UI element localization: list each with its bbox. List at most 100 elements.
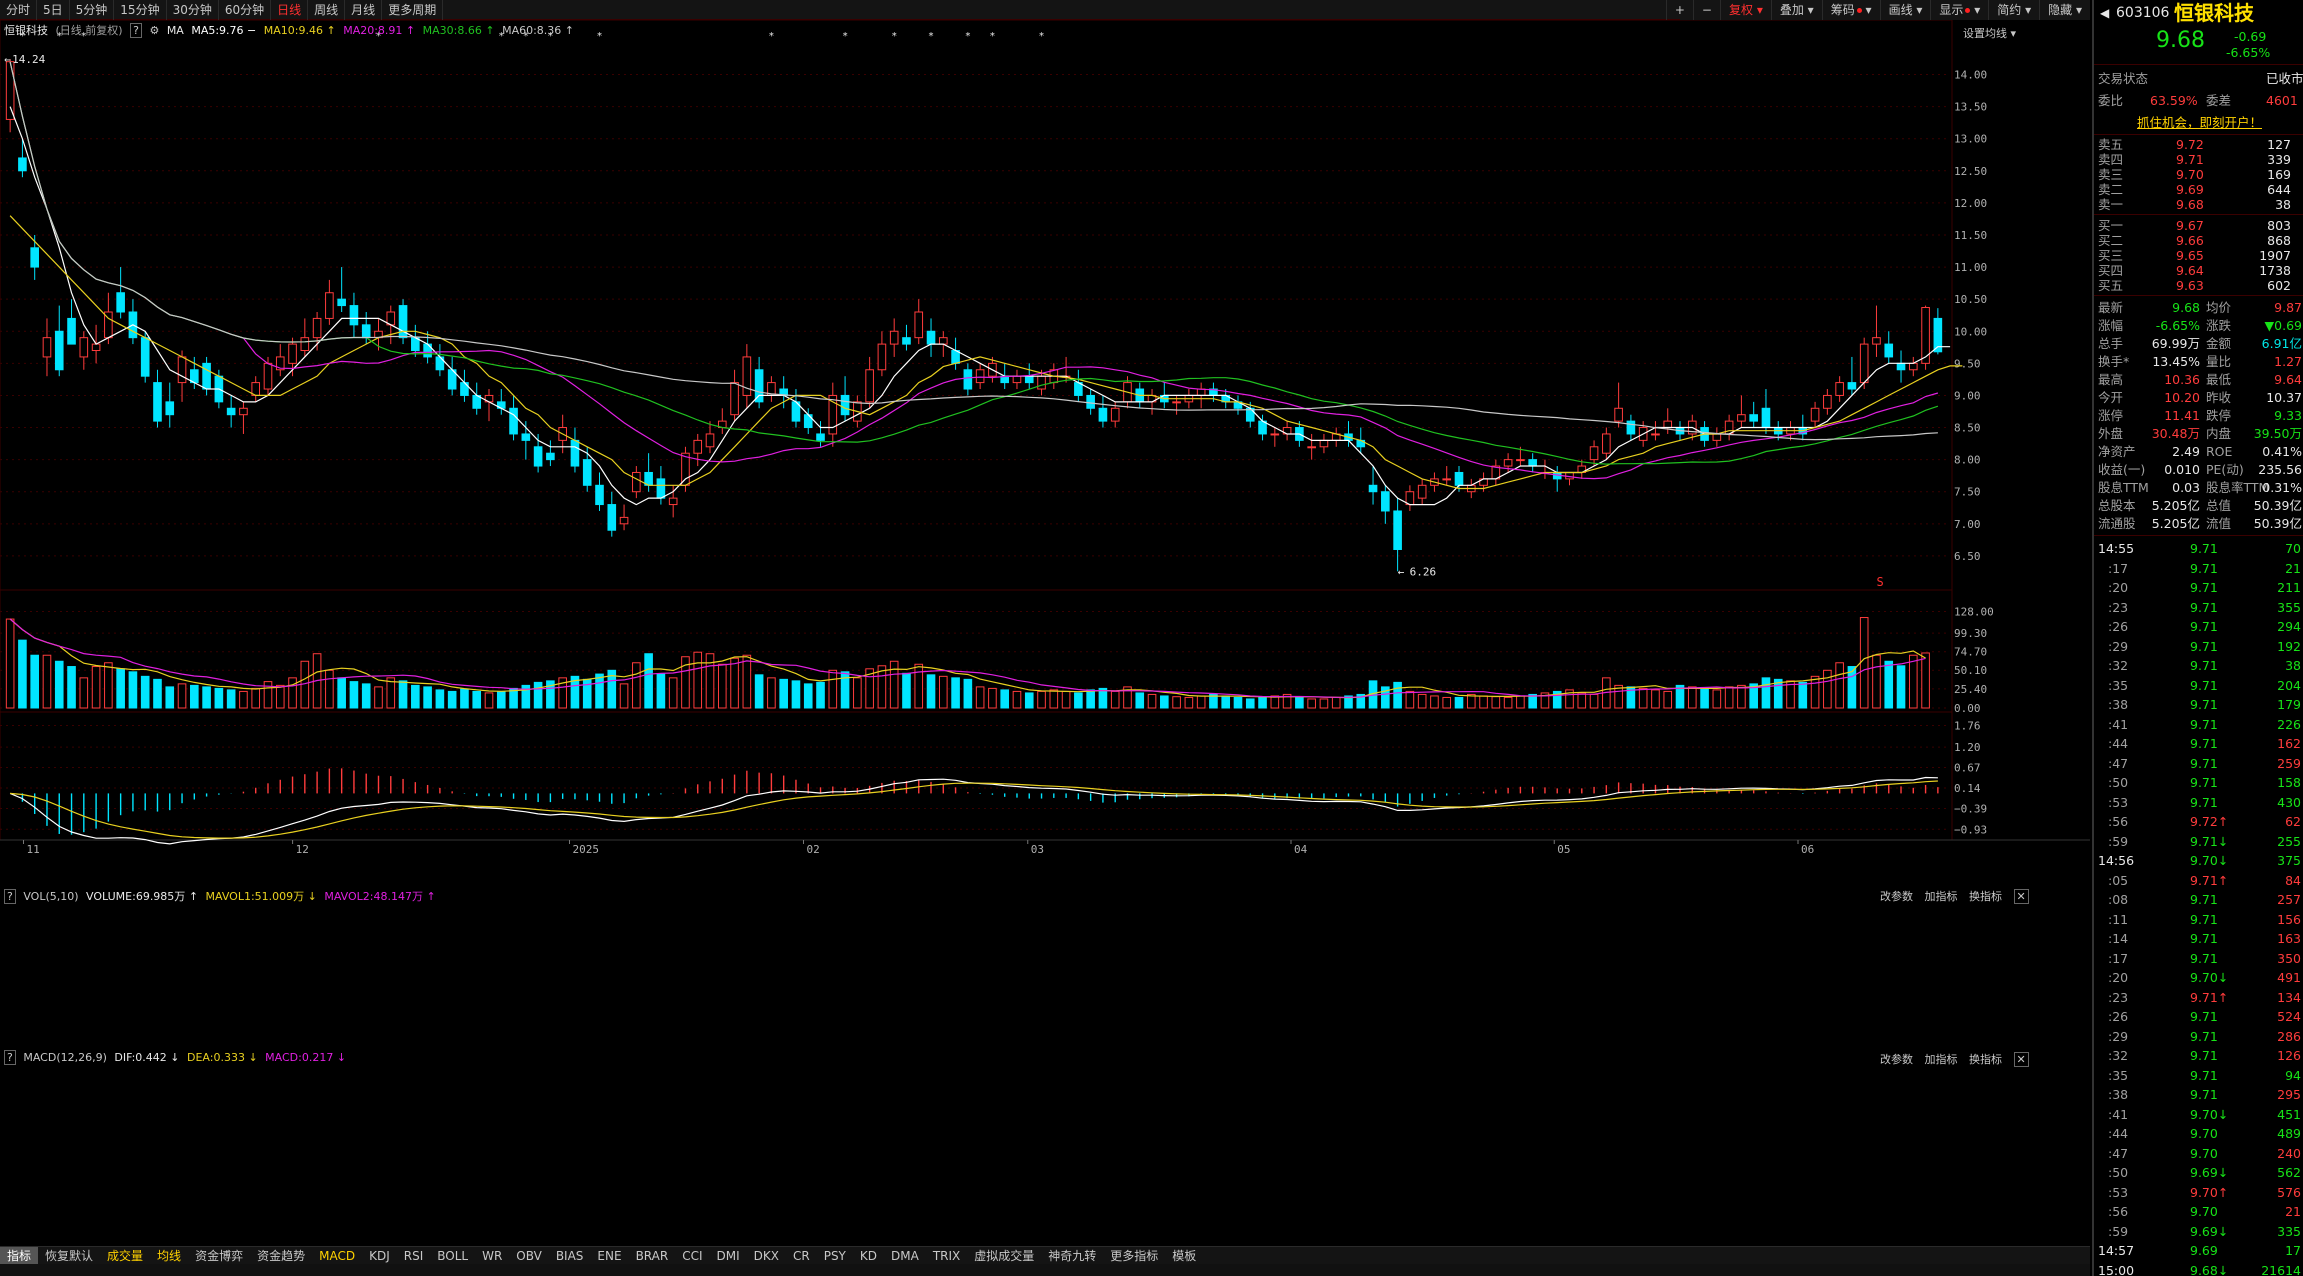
macd-edit-params-button[interactable]: 改参数 [1880, 1053, 1913, 1066]
indicator-tab-7[interactable]: KDJ [369, 1248, 390, 1263]
indicator-tab-6[interactable]: MACD [319, 1248, 356, 1263]
low-price-label: 6.26 [1410, 565, 1437, 578]
volume-bar [1786, 680, 1795, 709]
volume-bar [828, 669, 838, 709]
period-tab-3[interactable]: 15分钟 [114, 0, 167, 20]
indicator-tab-24[interactable]: 神奇九转 [1048, 1248, 1097, 1263]
indicator-tab-14[interactable]: BRAR [635, 1248, 669, 1263]
chevron-down-icon: ▾ [2072, 3, 2082, 17]
left-triangle-icon[interactable]: ◀ [2100, 6, 2110, 20]
indicator-tab-10[interactable]: WR [482, 1248, 503, 1263]
period-tab-1[interactable]: 5日 [37, 0, 70, 20]
price-tick-label: 10.00 [1954, 325, 1987, 338]
indicator-tab-16[interactable]: DMI [716, 1248, 740, 1263]
toolbar-right-button-1[interactable]: − [1692, 0, 1720, 20]
indicator-tab-1[interactable]: 恢复默认 [45, 1248, 94, 1263]
candle-body [1503, 459, 1513, 467]
toolbar-right-button-6[interactable]: 显示 ▾ [1930, 0, 1988, 20]
candle-body [165, 401, 175, 416]
toolbar-right-button-5[interactable]: 画线 ▾ [1879, 0, 1931, 20]
indicator-tab-5[interactable]: 资金趋势 [257, 1248, 306, 1263]
volume-bar [1540, 692, 1550, 709]
candle-body [18, 157, 27, 172]
indicator-tab-8[interactable]: RSI [403, 1248, 424, 1263]
macd-macd: MACD:0.217 [265, 1051, 334, 1064]
indicator-tab-11[interactable]: OBV [516, 1248, 542, 1263]
indicator-tab-3[interactable]: 均线 [157, 1248, 182, 1263]
indicator-tab-15[interactable]: CCI [682, 1248, 703, 1263]
period-tab-8[interactable]: 月线 [345, 0, 383, 20]
toolbar-right-label-1: − [1701, 3, 1712, 17]
candle-body [1872, 337, 1881, 345]
ma-settings-button[interactable]: 设置均线 ▾ [1963, 27, 2017, 40]
vol-mavol1: MAVOL1:51.009万 [205, 890, 305, 903]
volume-bar [1417, 693, 1427, 709]
tick-volume: 163 [2277, 931, 2301, 946]
toolbar-right-button-7[interactable]: 简约 ▾ [1988, 0, 2039, 20]
indicator-tab-0[interactable]: 指标 [0, 1246, 39, 1265]
tick-price: 9.71 [2190, 950, 2218, 966]
vol-edit-params-button[interactable]: 改参数 [1880, 890, 1913, 903]
tick-time: :29 [2108, 638, 2129, 654]
indicator-tab-20[interactable]: KD [859, 1248, 877, 1263]
volume-bar [1712, 689, 1722, 709]
toolbar-right-button-8[interactable]: 隐藏 ▾ [2039, 0, 2090, 20]
gear-icon[interactable]: ⚙ [149, 24, 160, 37]
mavol1-line [9, 618, 1926, 699]
indicator-tab-21[interactable]: DMA [891, 1248, 919, 1263]
toolbar-right-button-4[interactable]: 筹码 ▾ [1821, 0, 1880, 20]
bid-level-label: 买五 [2098, 278, 2124, 293]
tick-time: :05 [2108, 872, 2129, 888]
tick-volume: 335 [2277, 1223, 2301, 1239]
vol-add-indicator-button[interactable]: 加指标 [1924, 890, 1958, 903]
open-account-link[interactable]: 抓住机会，即刻开户！ [2094, 114, 2303, 131]
volume-bar [1405, 690, 1415, 709]
indicator-tab-9[interactable]: BOLL [437, 1248, 469, 1263]
period-tab-4[interactable]: 30分钟 [167, 0, 219, 20]
indicator-tab-22[interactable]: TRIX [932, 1248, 961, 1263]
indicator-tab-2[interactable]: 成交量 [107, 1248, 144, 1263]
indicator-tab-26[interactable]: 模板 [1172, 1248, 1197, 1263]
period-tab-5[interactable]: 60分钟 [219, 0, 272, 20]
ask-volume: 169 [2267, 167, 2291, 182]
period-tab-0[interactable]: 分时 [0, 0, 38, 20]
stat-value-2: 10.37 [2266, 390, 2302, 405]
toolbar-right-button-2[interactable]: 复权 ▾ [1719, 0, 1771, 20]
period-tab-7[interactable]: 周线 [308, 0, 346, 20]
vol-switch-indicator-button[interactable]: 换指标 [1969, 890, 2002, 903]
macd-switch-indicator-button[interactable]: 换指标 [1969, 1053, 2002, 1066]
toolbar-right-button-3[interactable]: 叠加 ▾ [1770, 0, 1822, 20]
bottom-scrollbar[interactable] [0, 1264, 2090, 1276]
macd-add-indicator-button[interactable]: 加指标 [1924, 1053, 1958, 1066]
vol-help-icon[interactable]: ? [4, 889, 16, 904]
volume-bar [1430, 695, 1439, 709]
macd-close-icon[interactable]: ✕ [2013, 1052, 2029, 1067]
indicator-tab-25[interactable]: 更多指标 [1110, 1248, 1159, 1263]
stat-row: 股息TTM 0.03 股息率TTM 0.31% [2094, 479, 2303, 497]
kline-chart-area[interactable]: 14.00 13.50 13.00 12.50 12.00 11.50 11.00 10.50… [0, 19, 2090, 1245]
indicator-tab-4[interactable]: 资金博弈 [195, 1248, 244, 1263]
tick-volume: 286 [2277, 1028, 2301, 1044]
period-tab-6[interactable]: 日线 [271, 0, 309, 20]
macd-help-icon[interactable]: ? [4, 1050, 16, 1065]
candle-body [1749, 414, 1758, 422]
period-tab-2[interactable]: 5分钟 [70, 0, 115, 20]
toolbar-right-button-0[interactable]: + [1665, 0, 1693, 20]
date-tick-label: 02 [807, 843, 820, 856]
candle-body [975, 369, 985, 384]
help-icon[interactable]: ? [130, 23, 142, 38]
stat-row: 收益(一) 0.010 PE(动) 235.56 [2094, 461, 2303, 479]
price-tick-label: 13.50 [1954, 101, 1987, 114]
indicator-tab-13[interactable]: ENE [597, 1248, 622, 1263]
indicator-tab-12[interactable]: BIAS [555, 1248, 584, 1263]
event-marker-icon: * [498, 31, 504, 42]
vol-close-icon[interactable]: ✕ [2013, 889, 2029, 904]
indicator-tab-23[interactable]: 虚拟成交量 [974, 1248, 1035, 1263]
indicator-tab-18[interactable]: CR [792, 1248, 810, 1263]
indicator-tab-19[interactable]: PSY [823, 1248, 846, 1263]
tick-volume: 204 [2277, 677, 2301, 693]
volume-bar [484, 692, 494, 709]
period-tab-9[interactable]: 更多周期 [382, 0, 444, 20]
indicator-tab-17[interactable]: DKX [753, 1248, 779, 1263]
kline-chart-svg[interactable]: 14.00 13.50 13.00 12.50 12.00 11.50 11.00 10.50… [0, 19, 2090, 1245]
